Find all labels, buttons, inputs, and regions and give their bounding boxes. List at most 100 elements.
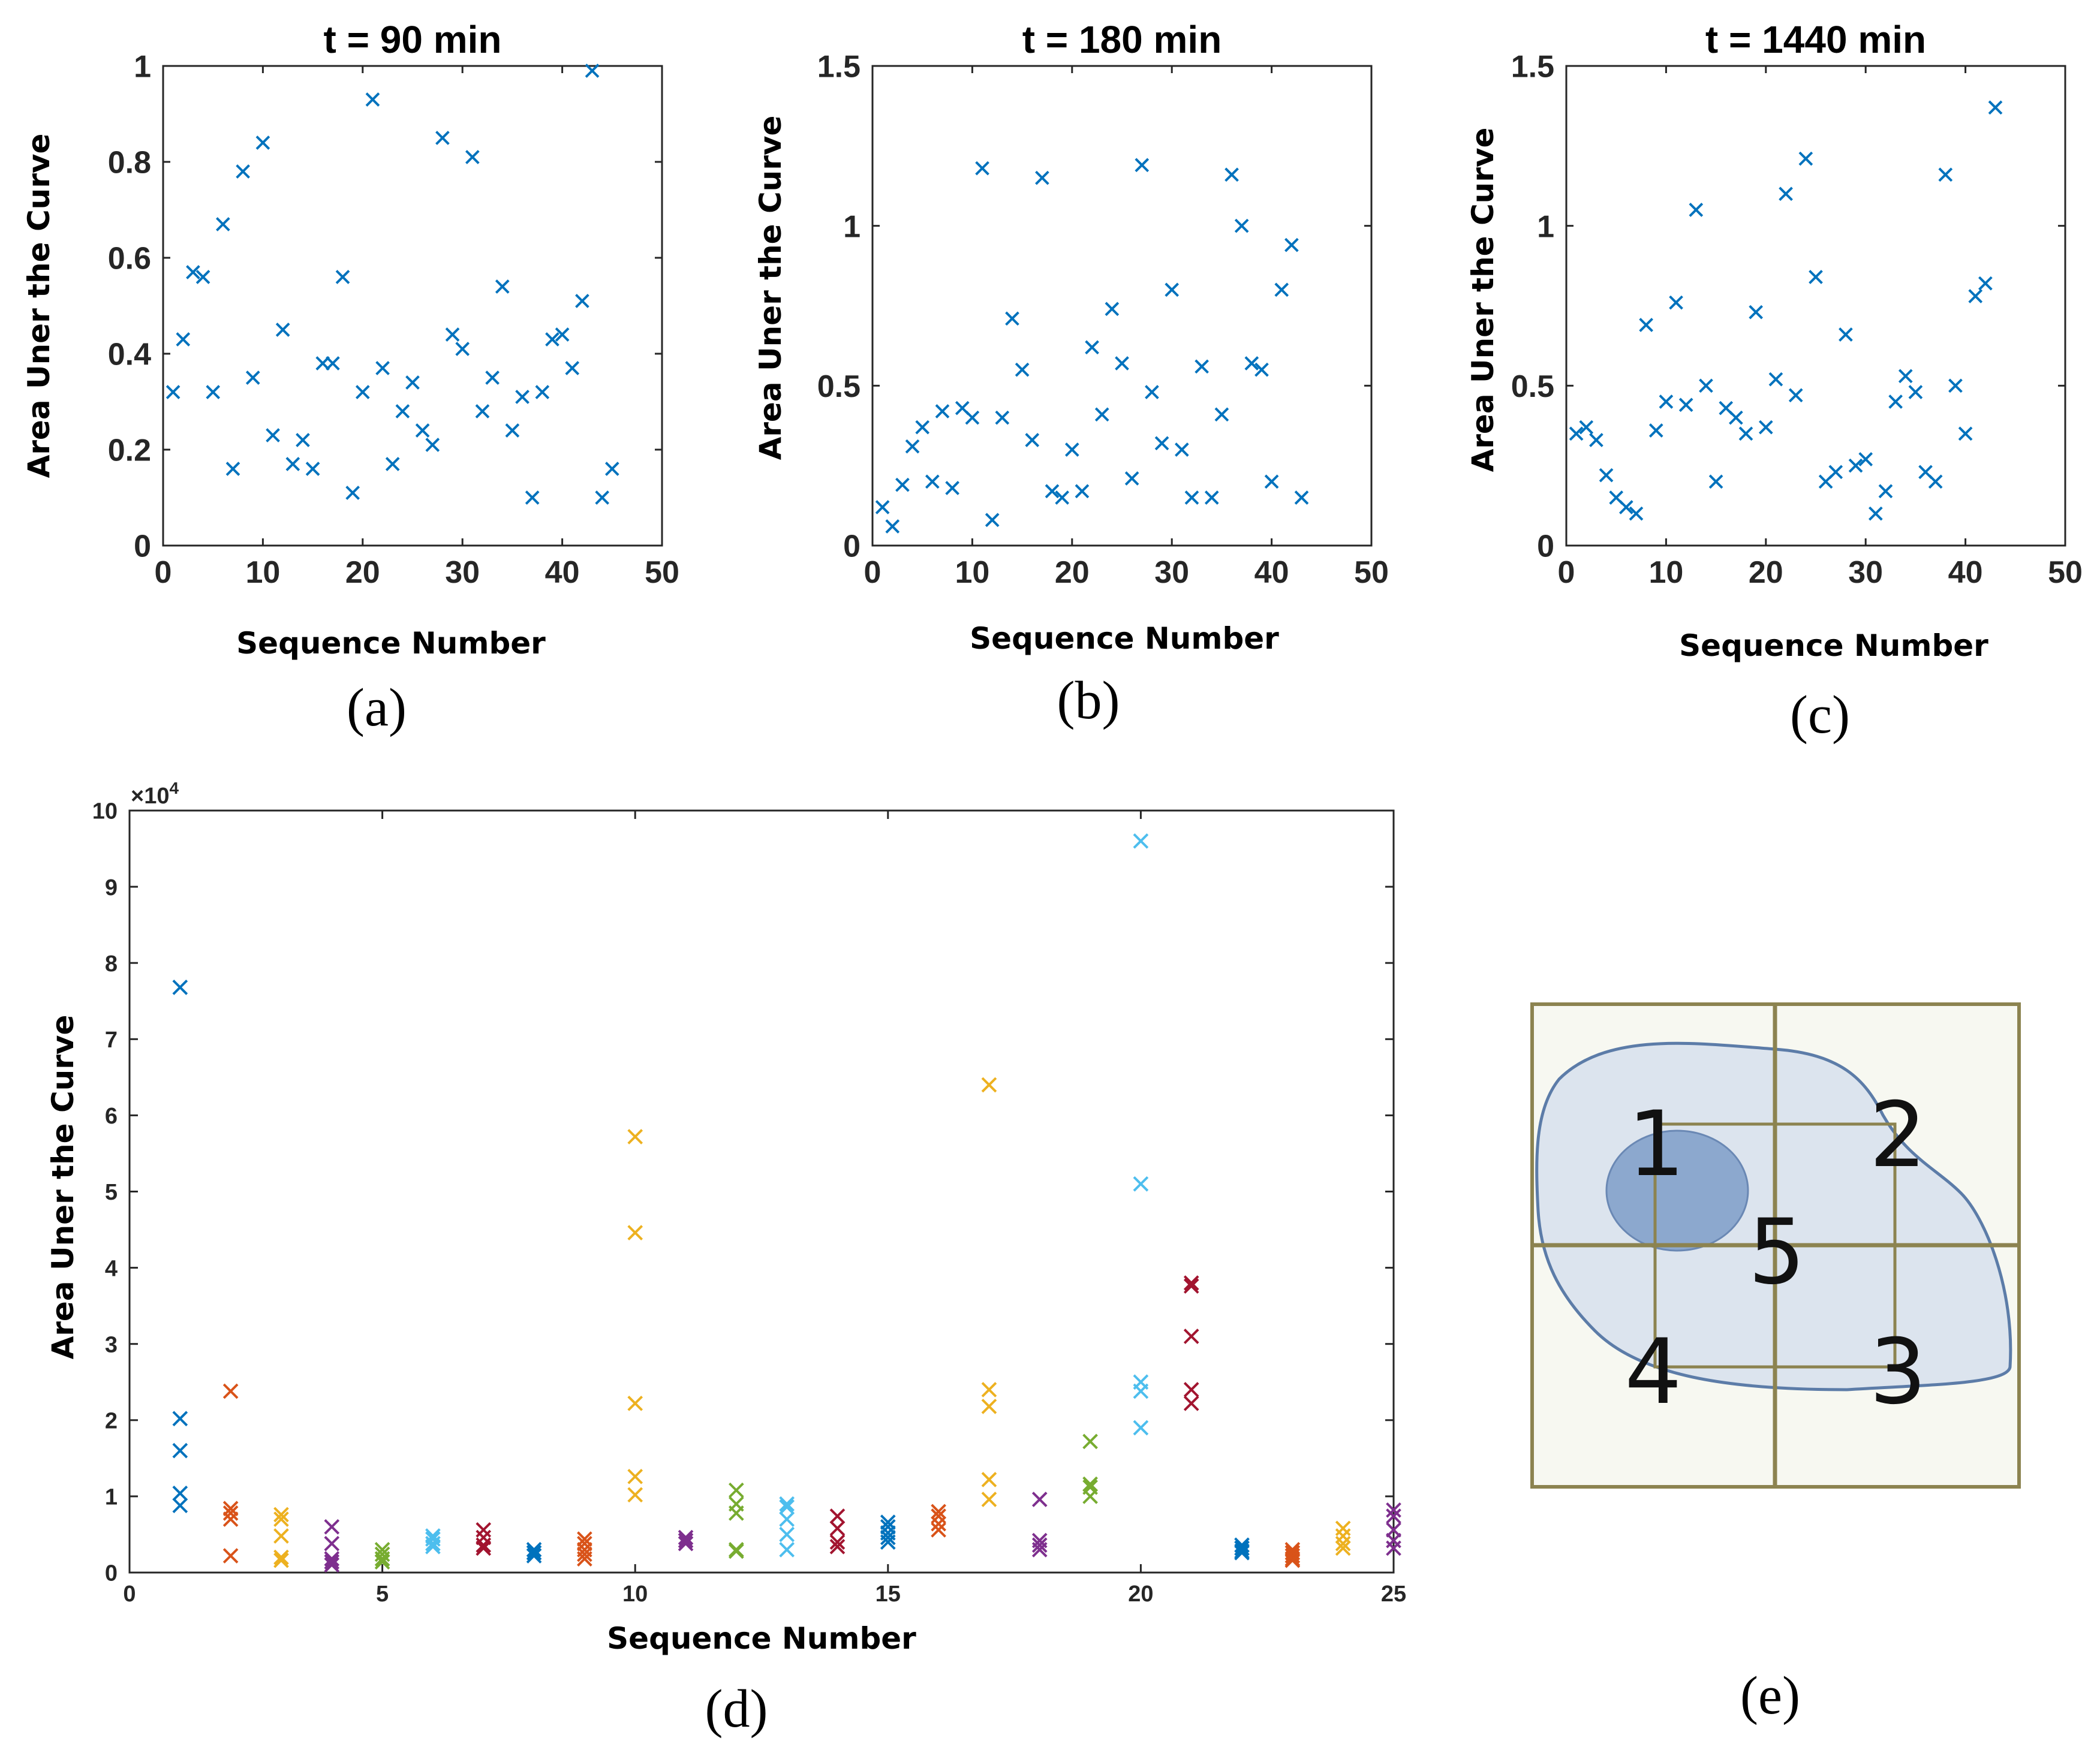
marker-stroke <box>365 92 380 107</box>
x-tick-label: 50 <box>1354 555 1389 590</box>
data-point <box>1839 327 1853 342</box>
data-point <box>166 385 180 399</box>
data-point <box>465 150 480 164</box>
data-point <box>275 323 290 337</box>
marker-stroke <box>1878 484 1893 499</box>
marker-stroke <box>1225 167 1239 182</box>
marker-stroke <box>895 477 910 492</box>
marker-stroke <box>525 490 540 505</box>
marker-stroke <box>905 439 920 454</box>
marker-stroke <box>981 1492 997 1507</box>
x-tick-label: 10 <box>622 1582 648 1607</box>
marker-stroke <box>729 1505 744 1521</box>
data-point <box>1105 302 1120 317</box>
data-point <box>1749 305 1763 320</box>
marker-stroke <box>1779 186 1793 201</box>
data-point <box>1244 356 1259 371</box>
data-point <box>627 1487 643 1503</box>
y-axis-label: Area Uner the Curve <box>22 134 56 478</box>
x-tick-label: 30 <box>445 555 480 590</box>
marker-stroke <box>1094 407 1109 422</box>
marker-stroke <box>1928 474 1943 489</box>
data-point <box>374 1551 390 1567</box>
data-point <box>935 404 950 418</box>
marker-stroke <box>1284 1548 1301 1564</box>
x-tick-label: 10 <box>245 555 280 590</box>
data-point <box>1284 1552 1301 1568</box>
marker-stroke <box>415 423 430 438</box>
data-point <box>1619 500 1633 514</box>
marker-stroke <box>324 1557 340 1573</box>
data-point <box>678 1532 694 1549</box>
data-point <box>1669 295 1683 310</box>
data-point <box>375 361 390 375</box>
marker-stroke <box>981 1399 997 1414</box>
data-point <box>324 1551 340 1567</box>
data-point <box>577 1531 592 1547</box>
x-tick-label: 20 <box>1055 555 1090 590</box>
x-axis-label: Sequence Number <box>1679 628 1988 663</box>
data-point <box>1133 1176 1149 1192</box>
data-point <box>880 1534 896 1550</box>
marker-stroke <box>627 1129 643 1144</box>
marker-stroke <box>1085 340 1099 355</box>
marker-stroke <box>1699 378 1713 393</box>
y-tick-label: 0 <box>134 529 151 564</box>
data-point <box>1094 407 1109 422</box>
marker-stroke <box>172 1485 188 1501</box>
marker-stroke <box>1105 302 1120 317</box>
marker-stroke <box>1386 1522 1401 1538</box>
marker-stroke <box>577 1546 592 1562</box>
marker-stroke <box>545 332 559 347</box>
data-point <box>779 1499 795 1515</box>
data-point <box>1708 474 1723 489</box>
data-point <box>495 279 510 294</box>
marker-stroke <box>1031 1537 1048 1553</box>
y-tick-label: 0 <box>105 1561 118 1586</box>
y-tick-label: 1 <box>105 1485 118 1510</box>
marker-stroke <box>1335 1535 1351 1552</box>
marker-stroke <box>273 1511 289 1527</box>
region-label-3: 3 <box>1869 1320 1926 1424</box>
data-point <box>1386 1508 1401 1524</box>
marker-stroke <box>779 1542 795 1558</box>
marker-stroke <box>216 217 230 231</box>
data-point <box>476 1537 492 1553</box>
data-point <box>1386 1522 1401 1538</box>
data-point <box>273 1511 289 1527</box>
marker-stroke <box>195 270 210 284</box>
marker-stroke <box>729 1543 744 1559</box>
data-point <box>1274 282 1289 297</box>
x-tick-label: 15 <box>875 1582 901 1607</box>
marker-stroke <box>1869 506 1883 521</box>
data-point <box>1284 1548 1301 1564</box>
data-point <box>266 428 280 442</box>
marker-stroke <box>885 519 900 534</box>
y-tick-label: 1 <box>134 50 151 85</box>
marker-stroke <box>1082 1433 1098 1450</box>
panel-label-a: (a) <box>347 678 407 737</box>
data-point <box>222 1505 239 1521</box>
data-point <box>345 486 360 500</box>
data-point <box>172 980 188 995</box>
data-point <box>1908 385 1923 399</box>
marker-stroke <box>1828 465 1843 480</box>
marker-stroke <box>1124 471 1139 486</box>
data-point <box>965 410 980 425</box>
marker-stroke <box>485 371 500 385</box>
data-point <box>273 1549 289 1565</box>
data-point <box>981 1077 997 1093</box>
marker-stroke <box>1234 1540 1250 1556</box>
marker-stroke <box>981 1472 997 1487</box>
data-point <box>1888 394 1903 409</box>
region-label-4: 4 <box>1624 1320 1681 1424</box>
marker-stroke <box>355 385 370 399</box>
marker-stroke <box>880 1534 896 1550</box>
data-point <box>779 1496 795 1512</box>
data-points <box>166 64 619 505</box>
data-point <box>326 356 340 371</box>
marker-stroke <box>981 1382 997 1397</box>
data-point <box>355 385 370 399</box>
chart-title: t = 180 min <box>1022 18 1222 61</box>
data-point <box>475 404 490 418</box>
